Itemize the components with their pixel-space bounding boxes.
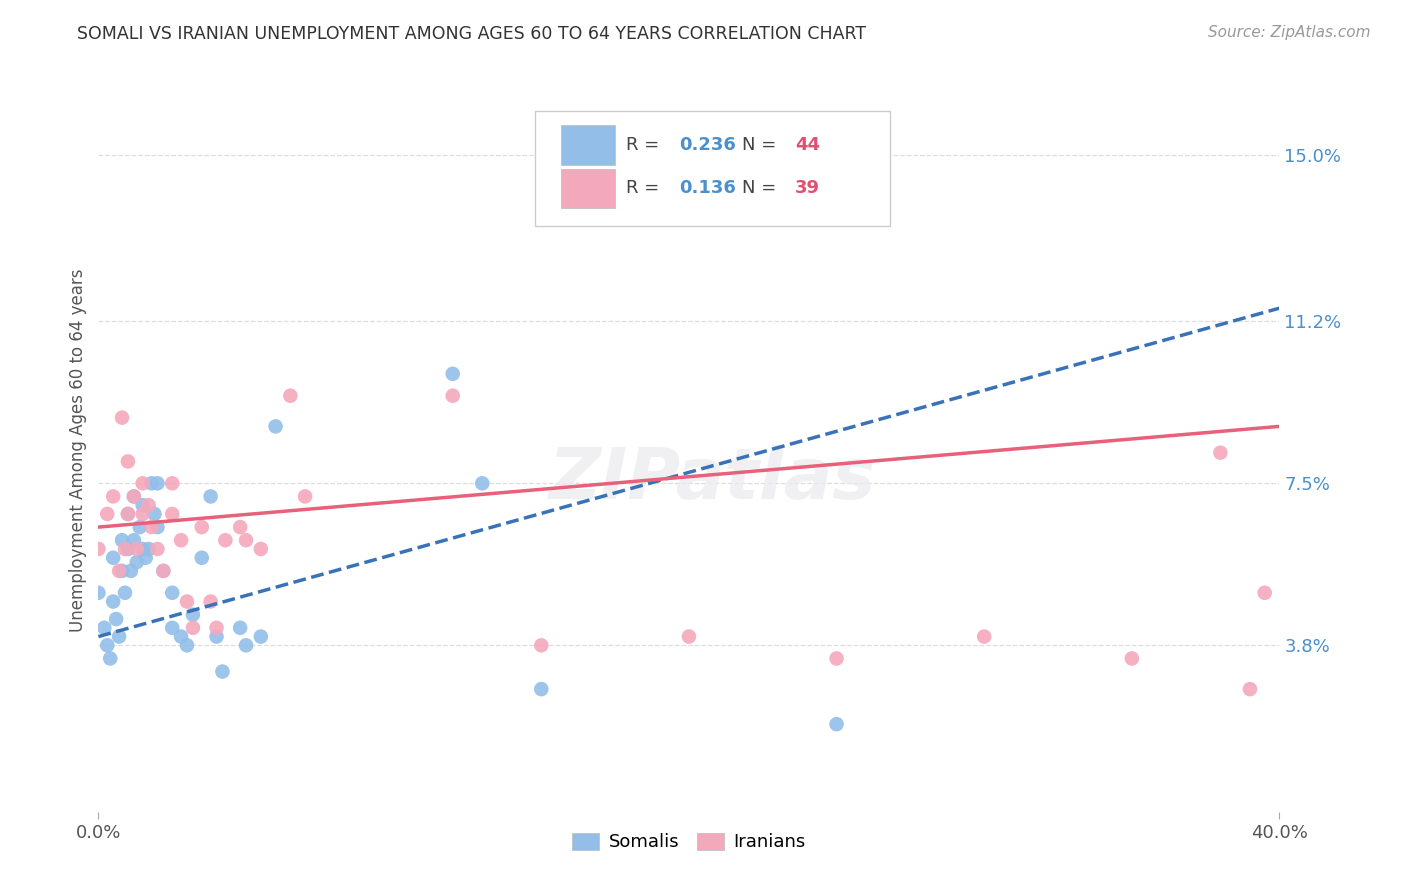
Y-axis label: Unemployment Among Ages 60 to 64 years: Unemployment Among Ages 60 to 64 years	[69, 268, 87, 632]
Point	[250, 541, 273, 556]
Point	[146, 541, 169, 556]
Point	[141, 476, 163, 491]
Point	[108, 630, 131, 644]
Point	[111, 533, 134, 548]
Point	[205, 630, 228, 644]
Point	[152, 564, 174, 578]
Point	[122, 490, 145, 504]
Point	[678, 630, 700, 644]
Point	[1121, 651, 1143, 665]
Point	[125, 541, 148, 556]
Point	[141, 520, 163, 534]
Point	[117, 507, 139, 521]
Text: 39: 39	[796, 179, 820, 197]
Text: N =: N =	[742, 136, 782, 153]
Point	[181, 621, 204, 635]
Point	[214, 533, 236, 548]
Point	[235, 638, 257, 652]
Point	[1239, 682, 1261, 697]
Point	[181, 607, 204, 622]
Point	[87, 586, 110, 600]
Point	[229, 520, 252, 534]
Point	[117, 541, 139, 556]
FancyBboxPatch shape	[561, 126, 614, 165]
Point	[120, 564, 142, 578]
Point	[138, 541, 160, 556]
Text: R =: R =	[626, 136, 665, 153]
Text: SOMALI VS IRANIAN UNEMPLOYMENT AMONG AGES 60 TO 64 YEARS CORRELATION CHART: SOMALI VS IRANIAN UNEMPLOYMENT AMONG AGE…	[77, 25, 866, 43]
Point	[191, 550, 214, 565]
Point	[125, 555, 148, 569]
Text: R =: R =	[626, 179, 665, 197]
Point	[200, 594, 222, 608]
Point	[122, 490, 145, 504]
Point	[211, 665, 233, 679]
Point	[1254, 586, 1277, 600]
Point	[146, 520, 169, 534]
Point	[200, 490, 222, 504]
Point	[191, 520, 214, 534]
Point	[111, 410, 134, 425]
Point	[114, 586, 136, 600]
Point	[87, 541, 110, 556]
Text: ZIPatlas: ZIPatlas	[548, 445, 876, 514]
Point	[122, 533, 145, 548]
Point	[170, 630, 193, 644]
Text: N =: N =	[742, 179, 782, 197]
Point	[280, 389, 302, 403]
Point	[128, 520, 150, 534]
Point	[825, 651, 848, 665]
Point	[162, 621, 183, 635]
Point	[530, 682, 553, 697]
Point	[825, 717, 848, 731]
FancyBboxPatch shape	[561, 169, 614, 209]
Point	[162, 507, 183, 521]
Point	[98, 651, 121, 665]
Point	[108, 564, 131, 578]
Point	[93, 621, 115, 635]
Point	[111, 564, 134, 578]
Point	[117, 507, 139, 521]
Point	[103, 490, 125, 504]
Point	[143, 507, 166, 521]
Point	[170, 533, 193, 548]
Point	[973, 630, 995, 644]
Point	[264, 419, 287, 434]
Point	[1209, 445, 1232, 459]
Point	[132, 498, 155, 512]
Point	[441, 367, 464, 381]
Point	[135, 550, 157, 565]
Point	[441, 389, 464, 403]
Point	[205, 621, 228, 635]
Point	[162, 476, 183, 491]
Point	[152, 564, 174, 578]
Point	[146, 476, 169, 491]
Legend: Somalis, Iranians: Somalis, Iranians	[564, 823, 814, 861]
Point	[235, 533, 257, 548]
Point	[294, 490, 316, 504]
Point	[132, 476, 155, 491]
Point	[114, 541, 136, 556]
Point	[229, 621, 252, 635]
Point	[96, 638, 118, 652]
Text: 0.236: 0.236	[679, 136, 737, 153]
Point	[471, 476, 494, 491]
Point	[117, 454, 139, 468]
Point	[103, 594, 125, 608]
Point	[96, 507, 118, 521]
Point	[132, 541, 155, 556]
Text: 44: 44	[796, 136, 820, 153]
Point	[138, 498, 160, 512]
Point	[176, 638, 198, 652]
Text: 0.136: 0.136	[679, 179, 737, 197]
Point	[162, 586, 183, 600]
Point	[103, 550, 125, 565]
Point	[530, 638, 553, 652]
Text: Source: ZipAtlas.com: Source: ZipAtlas.com	[1208, 25, 1371, 40]
Point	[105, 612, 128, 626]
Point	[132, 507, 155, 521]
Point	[250, 630, 273, 644]
FancyBboxPatch shape	[536, 111, 890, 227]
Point	[176, 594, 198, 608]
